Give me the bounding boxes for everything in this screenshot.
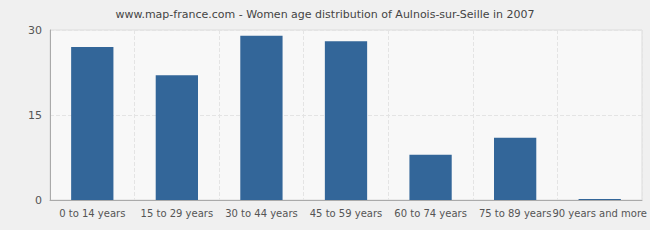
svg-text:45 to 59 years: 45 to 59 years [310, 208, 383, 219]
svg-text:0: 0 [35, 194, 42, 207]
svg-text:0 to 14 years: 0 to 14 years [59, 208, 125, 219]
svg-text:75 to 89 years: 75 to 89 years [479, 208, 552, 219]
svg-text:15: 15 [28, 109, 42, 122]
svg-text:30: 30 [28, 24, 42, 37]
svg-text:www.map-france.com - Women age: www.map-france.com - Women age distribut… [115, 8, 534, 21]
svg-text:15 to 29 years: 15 to 29 years [141, 208, 214, 219]
svg-text:60 to 74 years: 60 to 74 years [394, 208, 467, 219]
svg-text:90 years and more: 90 years and more [552, 208, 647, 219]
svg-text:30 to 44 years: 30 to 44 years [225, 208, 298, 219]
